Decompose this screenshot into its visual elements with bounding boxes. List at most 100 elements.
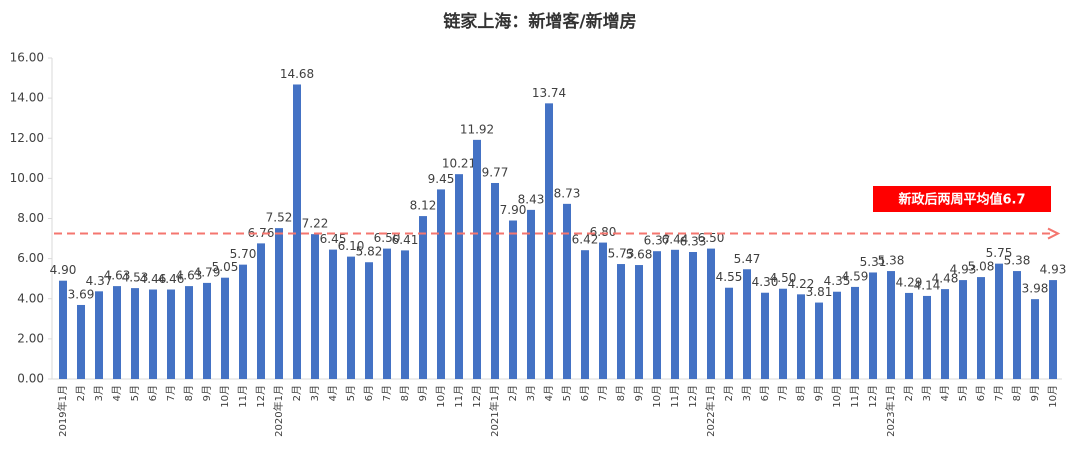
bar — [419, 216, 427, 379]
value-label: 4.50 — [770, 271, 797, 285]
chart-title: 链家上海：新增客/新增房 — [443, 11, 636, 32]
value-label: 9.77 — [482, 165, 509, 179]
bar — [491, 182, 499, 379]
value-label: 3.98 — [1022, 282, 1049, 296]
x-tick-label: 2月 — [903, 385, 915, 401]
bar — [689, 252, 697, 379]
bar — [599, 242, 607, 379]
x-tick-label: 10月 — [219, 385, 231, 408]
x-tick-label: 9月 — [813, 385, 825, 401]
value-label: 4.29 — [896, 275, 923, 289]
value-label: 5.68 — [626, 248, 653, 262]
bar — [1031, 299, 1039, 379]
x-tick-label: 10月 — [435, 385, 447, 408]
bar — [995, 263, 1003, 379]
value-label: 14.68 — [280, 67, 314, 81]
x-tick-label: 9月 — [1029, 385, 1041, 401]
x-tick-label: 4月 — [111, 385, 123, 401]
bar — [851, 286, 859, 379]
x-tick-label: 8月 — [615, 385, 627, 401]
bar — [527, 209, 535, 379]
x-tick-label: 11月 — [453, 385, 465, 408]
value-label: 4.37 — [86, 274, 113, 288]
x-tick-label: 12月 — [687, 385, 699, 408]
value-label: 8.43 — [518, 192, 545, 206]
x-tick-label: 2月 — [507, 385, 519, 401]
bar — [869, 272, 877, 379]
x-tick-label: 10月 — [651, 385, 663, 408]
x-tick-label: 12月 — [255, 385, 267, 408]
x-tick-label: 7月 — [777, 385, 789, 401]
value-label: 5.75 — [986, 246, 1013, 260]
value-label: 5.05 — [212, 260, 239, 274]
bar — [383, 248, 391, 379]
annotation: 新政后两周平均值6.7 — [898, 192, 1025, 208]
value-label: 6.10 — [338, 239, 365, 253]
bar — [221, 277, 229, 379]
bar — [77, 304, 85, 379]
x-tick-label: 4月 — [543, 385, 555, 401]
value-label: 6.50 — [698, 231, 725, 245]
x-tick-label: 5月 — [345, 385, 357, 401]
value-label: 4.59 — [842, 269, 869, 283]
bar — [887, 271, 895, 379]
x-tick-label: 8月 — [183, 385, 195, 401]
y-tick-label: 4.00 — [17, 291, 44, 305]
bar — [707, 248, 715, 379]
value-label: 4.35 — [824, 274, 851, 288]
bar — [455, 174, 463, 379]
value-label: 6.45 — [320, 232, 347, 246]
value-label: 8.12 — [410, 199, 437, 213]
bar — [941, 289, 949, 379]
bar — [59, 280, 67, 379]
value-label: 3.81 — [806, 285, 833, 299]
x-tick-label: 3月 — [525, 385, 537, 401]
x-tick-label: 10月 — [1047, 385, 1059, 408]
x-tick-label: 12月 — [471, 385, 483, 408]
x-tick-label: 7月 — [165, 385, 177, 401]
x-tick-label: 8月 — [1011, 385, 1023, 401]
bar — [563, 203, 571, 379]
value-label: 5.47 — [734, 252, 761, 266]
x-tick-label: 8月 — [795, 385, 807, 401]
x-tick-label: 8月 — [399, 385, 411, 401]
value-label: 8.73 — [554, 186, 581, 200]
annotation-box — [873, 186, 1051, 212]
value-label: 4.46 — [140, 272, 167, 286]
value-label: 4.22 — [788, 277, 815, 291]
x-tick-label: 2023年1月 — [884, 385, 897, 437]
value-label: 9.45 — [428, 172, 455, 186]
x-tick-label: 9月 — [201, 385, 213, 401]
bar — [833, 291, 841, 379]
bar — [1013, 271, 1021, 379]
bar — [311, 234, 319, 379]
value-label: 6.41 — [392, 233, 419, 247]
bar — [473, 139, 481, 379]
bar — [761, 292, 769, 379]
bar — [635, 265, 643, 379]
value-label: 4.93 — [1040, 263, 1067, 277]
x-tick-label: 10月 — [831, 385, 843, 408]
bar — [95, 291, 103, 379]
value-label: 10.21 — [442, 157, 476, 171]
bar — [671, 249, 679, 379]
y-tick-label: 16.00 — [10, 51, 44, 65]
value-label: 5.31 — [860, 255, 887, 269]
x-tick-label: 6月 — [579, 385, 591, 401]
bar — [743, 269, 751, 379]
value-label: 5.73 — [608, 247, 635, 261]
x-tick-label: 2020年1月 — [272, 385, 285, 437]
bar — [437, 189, 445, 379]
bar — [275, 228, 283, 379]
bar — [905, 292, 913, 379]
value-label: 7.52 — [266, 211, 293, 225]
value-label: 4.90 — [50, 263, 77, 277]
x-tick-label: 9月 — [417, 385, 429, 401]
value-label: 5.08 — [968, 260, 995, 274]
value-label: 7.22 — [302, 217, 329, 231]
value-label: 4.63 — [104, 269, 131, 283]
reference-arrow — [1047, 227, 1061, 240]
value-label: 3.69 — [68, 287, 95, 301]
x-tick-label: 3月 — [309, 385, 321, 401]
bar — [725, 287, 733, 379]
